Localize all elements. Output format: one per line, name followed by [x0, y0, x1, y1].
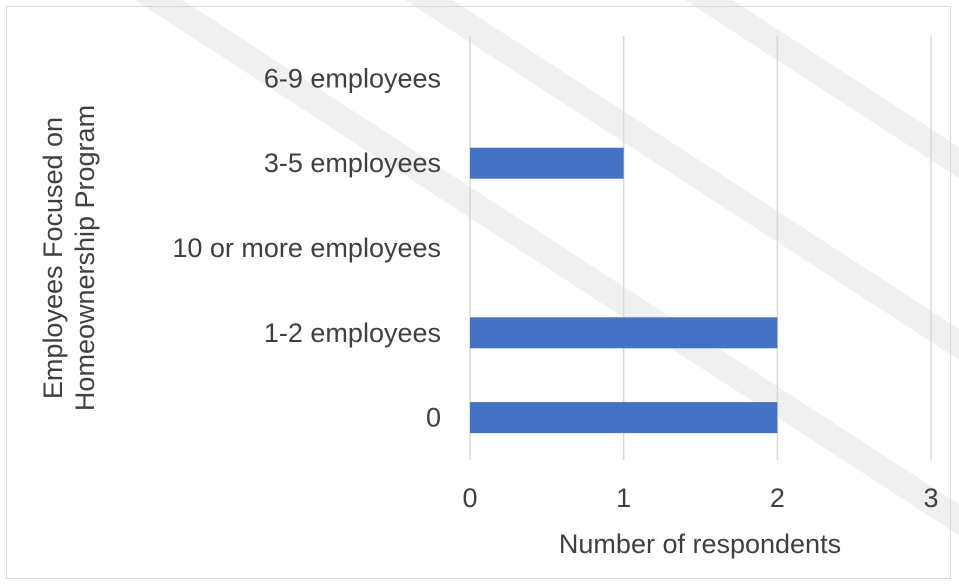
bars [470, 147, 778, 434]
category-label: 10 or more employees [172, 233, 441, 263]
x-tick-label: 3 [923, 483, 938, 513]
x-tick-label: 0 [462, 483, 477, 513]
y-axis-title: Employees Focused on Homeownership Progr… [38, 105, 100, 411]
x-axis-title: Number of respondents [559, 529, 841, 559]
x-tick-label: 2 [770, 483, 785, 513]
category-label: 3-5 employees [264, 148, 441, 178]
category-labels: 6-9 employees 3-5 employees 10 or more emp… [172, 63, 441, 432]
gridlines [469, 36, 932, 460]
category-label: 6-9 employees [264, 63, 441, 93]
x-tick-labels: 0 1 2 3 [462, 483, 938, 513]
category-label: 1-2 employees [264, 318, 441, 348]
bar [470, 317, 778, 349]
y-axis-title-line2: Homeownership Program [70, 105, 100, 411]
y-axis-title-line1: Employees Focused on [38, 117, 68, 399]
category-label: 0 [426, 403, 441, 433]
bar [470, 147, 624, 179]
bar [470, 402, 778, 434]
chart-border [6, 6, 951, 579]
x-tick-label: 1 [616, 483, 631, 513]
